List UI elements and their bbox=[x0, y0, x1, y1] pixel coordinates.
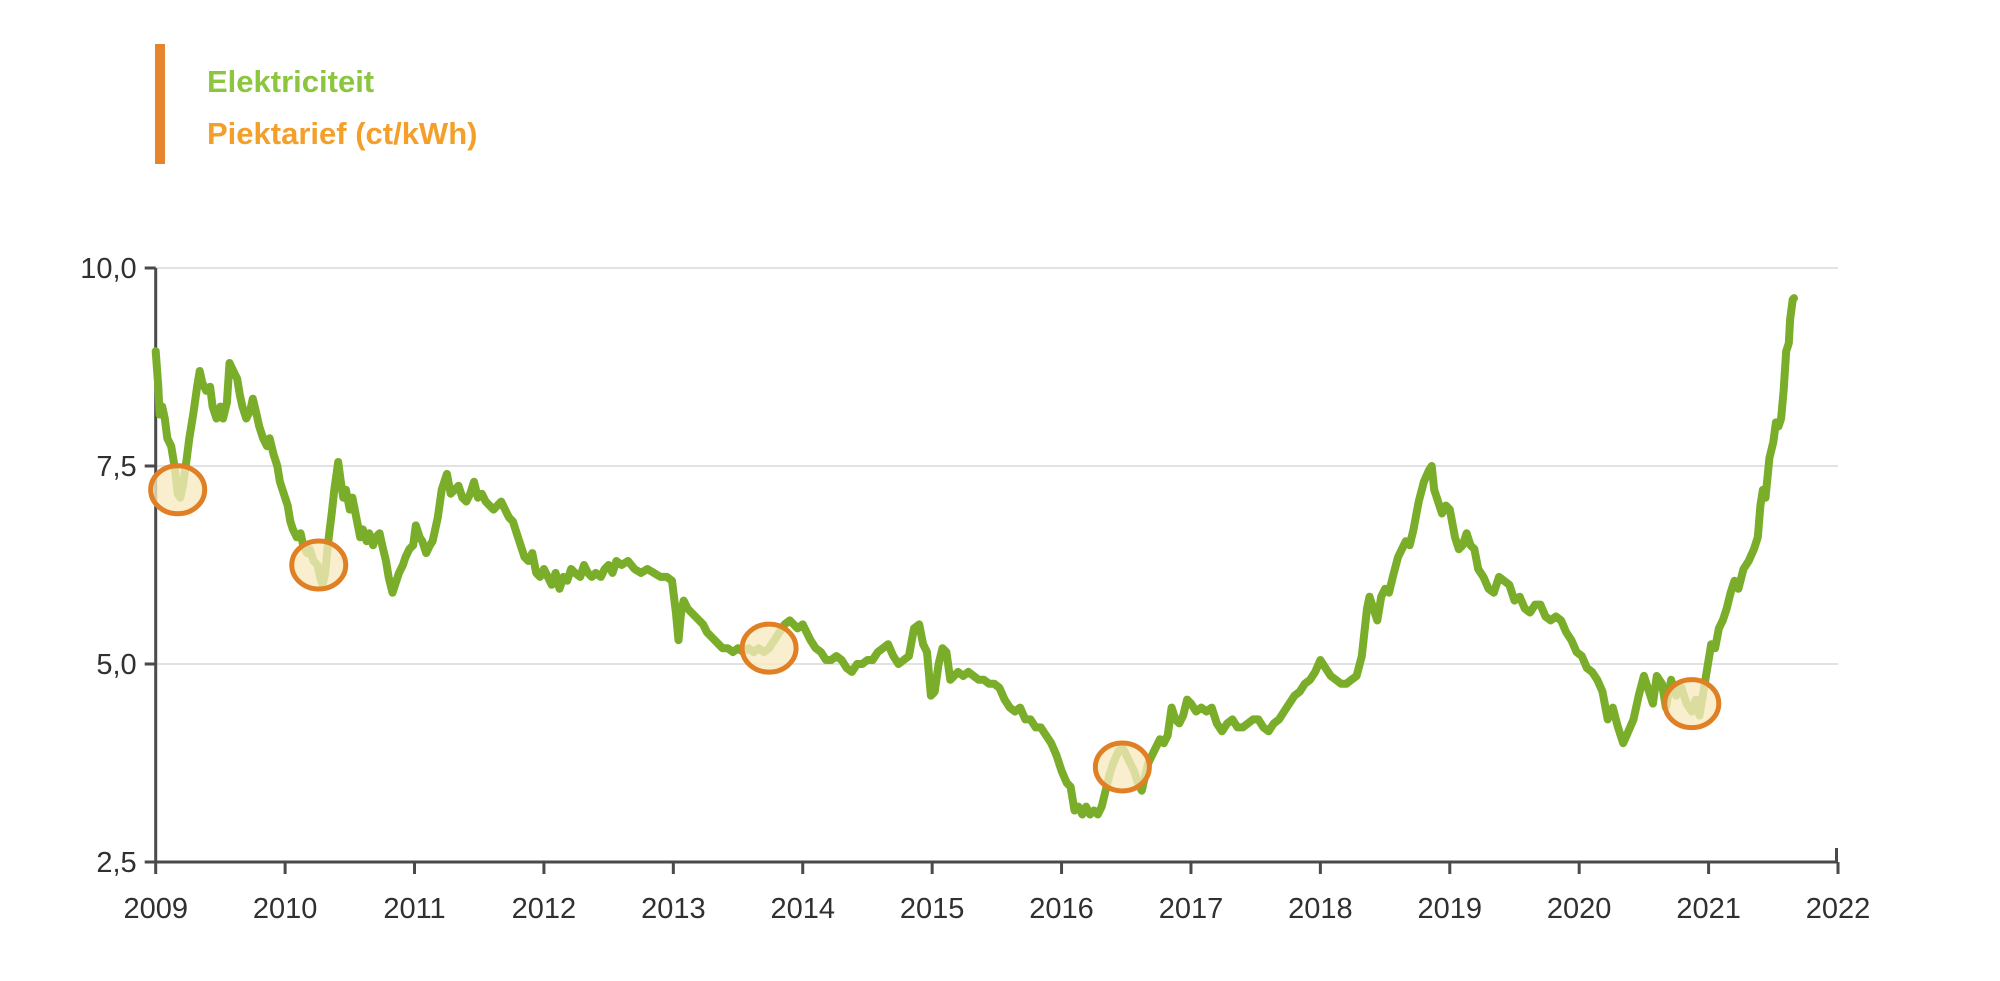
x-axis-label: 2012 bbox=[512, 893, 577, 925]
x-axis-label: 2017 bbox=[1159, 893, 1224, 925]
event-marker bbox=[148, 463, 208, 517]
x-axis-label: 2014 bbox=[770, 893, 835, 925]
x-axis-label: 2020 bbox=[1547, 893, 1612, 925]
x-axis-label: 2022 bbox=[1806, 893, 1871, 925]
x-axis-label: 2015 bbox=[900, 893, 965, 925]
x-axis-label: 2016 bbox=[1029, 893, 1094, 925]
legend-color-bar bbox=[155, 44, 165, 164]
legend-unit-label: Piektarief (ct/kWh) bbox=[207, 116, 478, 151]
x-axis-label: 2021 bbox=[1676, 893, 1741, 925]
x-axis-label: 2009 bbox=[123, 893, 188, 925]
legend: Elektriciteit Piektarief (ct/kWh) bbox=[155, 44, 477, 164]
x-axis-label: 2019 bbox=[1418, 893, 1483, 925]
legend-text: Elektriciteit Piektarief (ct/kWh) bbox=[207, 44, 477, 160]
event-marker bbox=[739, 621, 799, 675]
x-axis-label: 2010 bbox=[253, 893, 318, 925]
event-marker bbox=[289, 538, 349, 592]
y-axis-label: 5,0 bbox=[96, 649, 136, 681]
x-axis-label: 2011 bbox=[383, 893, 445, 925]
y-axis-label: 2,5 bbox=[96, 847, 136, 879]
x-axis-label: 2018 bbox=[1288, 893, 1353, 925]
event-marker bbox=[1662, 677, 1722, 731]
x-axis-label: 2013 bbox=[641, 893, 706, 925]
legend-series-name: Elektriciteit bbox=[207, 64, 375, 99]
price-line bbox=[151, 294, 1798, 819]
event-marker bbox=[1092, 740, 1152, 794]
y-axis-label: 10,0 bbox=[80, 253, 136, 285]
y-axis-label: 7,5 bbox=[96, 451, 136, 483]
